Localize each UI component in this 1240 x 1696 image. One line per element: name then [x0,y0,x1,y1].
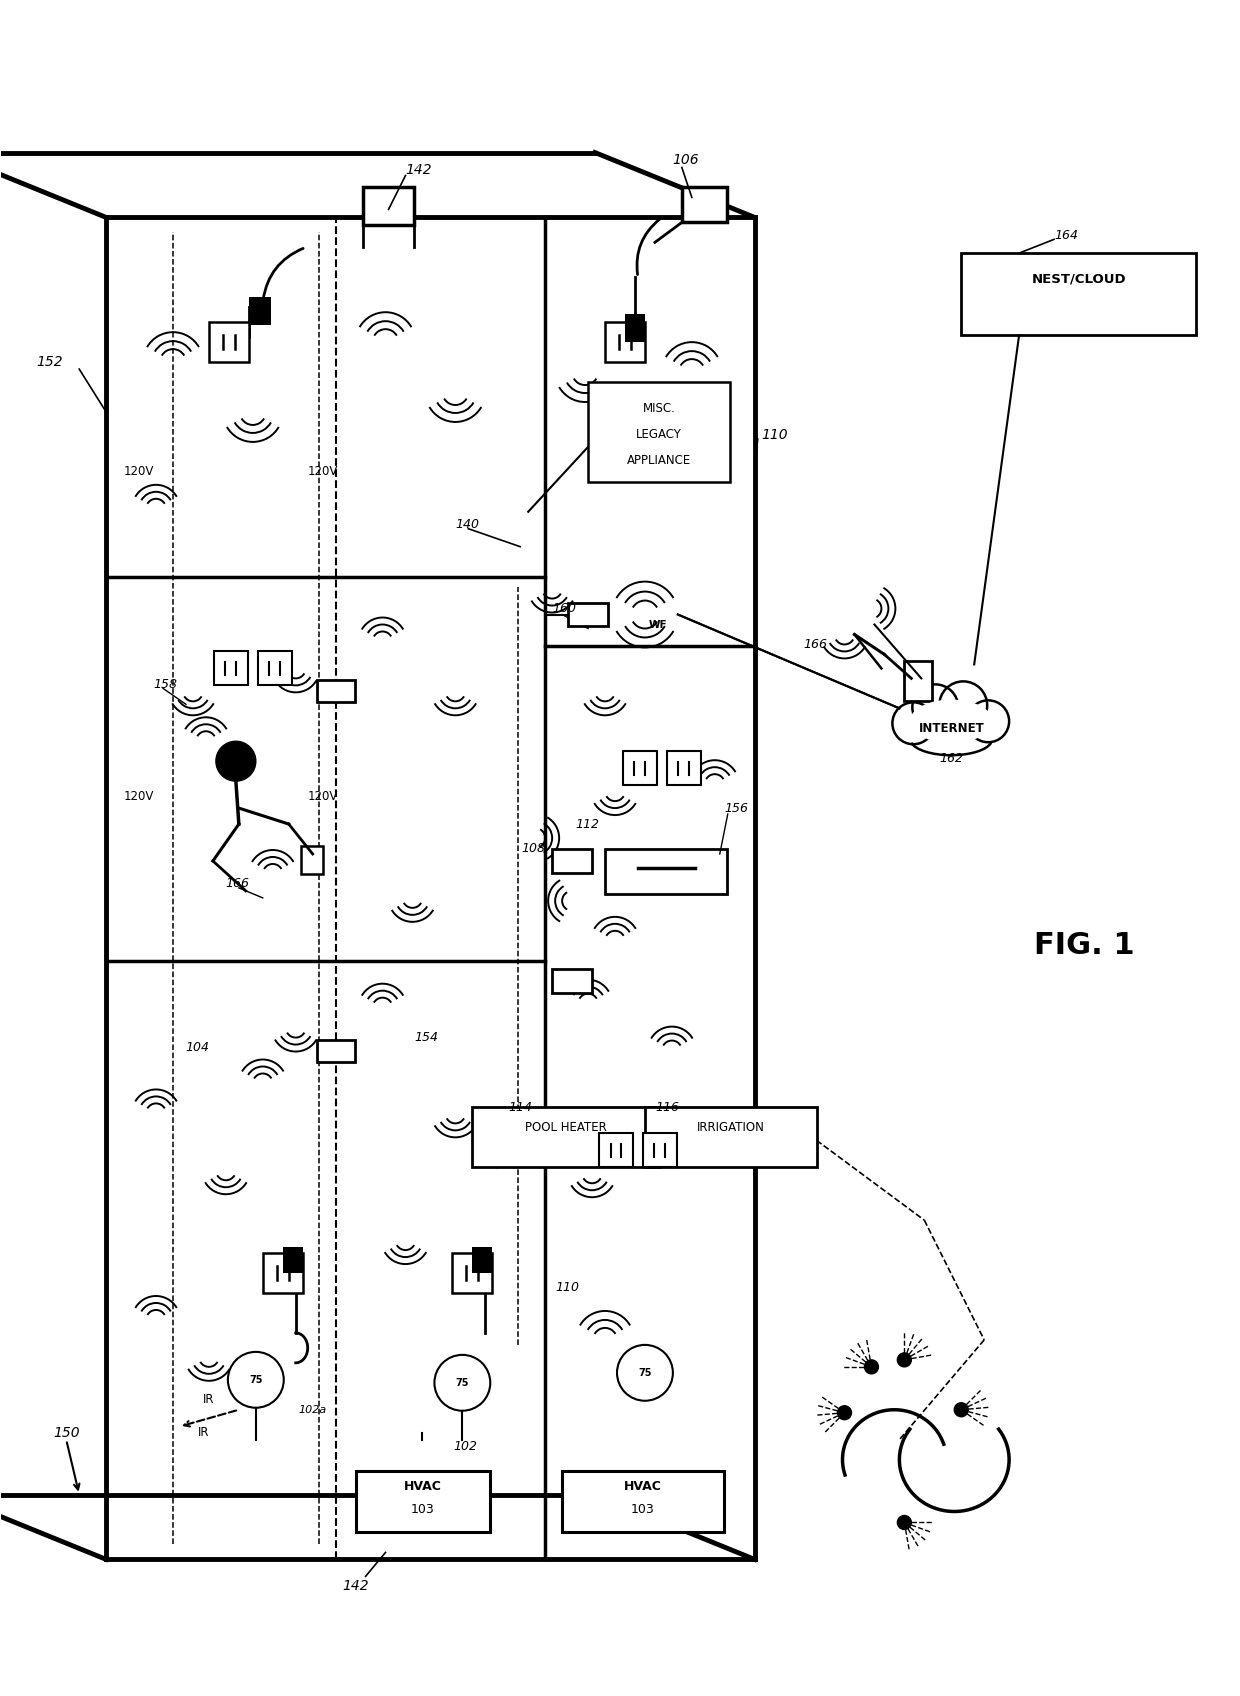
Text: POOL HEATER: POOL HEATER [526,1121,608,1135]
Text: APPLIANCE: APPLIANCE [626,455,691,468]
Text: 154: 154 [414,1031,439,1045]
Text: 120V: 120V [308,790,337,802]
Bar [645,1107,817,1167]
Circle shape [898,1353,911,1367]
Bar [263,1253,303,1292]
Text: 156: 156 [724,802,749,814]
Bar [667,751,701,785]
Text: IR: IR [197,1426,208,1440]
Bar [552,850,591,873]
Text: HVAC: HVAC [403,1481,441,1492]
Text: 114: 114 [508,1101,532,1114]
Bar [605,322,645,361]
Bar [362,188,414,226]
Text: 75: 75 [249,1375,263,1386]
Bar [316,680,355,702]
Bar [215,651,248,685]
Text: 140: 140 [455,519,480,531]
Text: IR: IR [203,1392,215,1406]
Text: 106: 106 [672,153,698,166]
Text: 110: 110 [556,1280,579,1294]
Text: 110: 110 [761,427,789,443]
Text: 112: 112 [575,817,599,831]
Text: 103: 103 [410,1503,434,1516]
Text: 150: 150 [53,1426,79,1440]
Text: 162: 162 [939,751,963,765]
Text: 142: 142 [342,1579,370,1593]
Text: 166: 166 [804,638,827,651]
Text: HVAC: HVAC [624,1481,662,1492]
Bar [961,253,1195,336]
Bar [283,1247,303,1274]
Text: 102a: 102a [299,1404,327,1414]
Ellipse shape [910,700,992,743]
Text: FIG. 1: FIG. 1 [1034,931,1135,960]
Text: 152: 152 [36,354,63,370]
Bar [258,651,291,685]
Bar [552,968,591,992]
Bar [316,1040,355,1062]
Bar [682,188,727,222]
Text: MISC.: MISC. [642,402,676,416]
Circle shape [216,741,255,782]
Text: 120V: 120V [308,465,337,478]
Text: 75: 75 [639,1367,652,1377]
Text: IRRIGATION: IRRIGATION [697,1121,765,1135]
Bar [562,1470,724,1533]
Circle shape [955,1403,968,1416]
Bar [625,314,645,343]
Circle shape [898,1516,911,1530]
Bar [249,297,270,326]
Bar [588,382,730,482]
Text: 166: 166 [226,877,250,890]
Bar [301,846,322,873]
Bar [644,1133,677,1167]
Text: NEST/CLOUD: NEST/CLOUD [1032,273,1126,287]
Text: 164: 164 [1054,229,1078,243]
Text: WF: WF [649,619,667,629]
Bar [599,1133,632,1167]
Text: LEGACY: LEGACY [636,429,682,441]
Text: 103: 103 [631,1503,655,1516]
Bar [622,751,657,785]
Text: 160: 160 [552,602,577,616]
Circle shape [837,1406,852,1420]
Text: 120V: 120V [124,465,154,478]
Text: 142: 142 [405,163,432,176]
Text: 120V: 120V [124,790,154,802]
Bar [568,602,608,626]
Text: 75: 75 [455,1377,469,1387]
Text: 108: 108 [521,841,546,855]
Text: 104: 104 [185,1041,208,1053]
Text: 102: 102 [454,1440,477,1453]
Text: 116: 116 [655,1101,680,1114]
Bar [208,322,249,361]
Bar [472,1247,492,1274]
Bar [453,1253,492,1292]
Text: INTERNET: INTERNET [919,722,985,734]
Text: 158: 158 [153,678,177,690]
Bar [472,1107,660,1167]
Bar [605,850,727,894]
Bar [356,1470,490,1533]
Bar [904,661,932,702]
Circle shape [864,1360,878,1374]
